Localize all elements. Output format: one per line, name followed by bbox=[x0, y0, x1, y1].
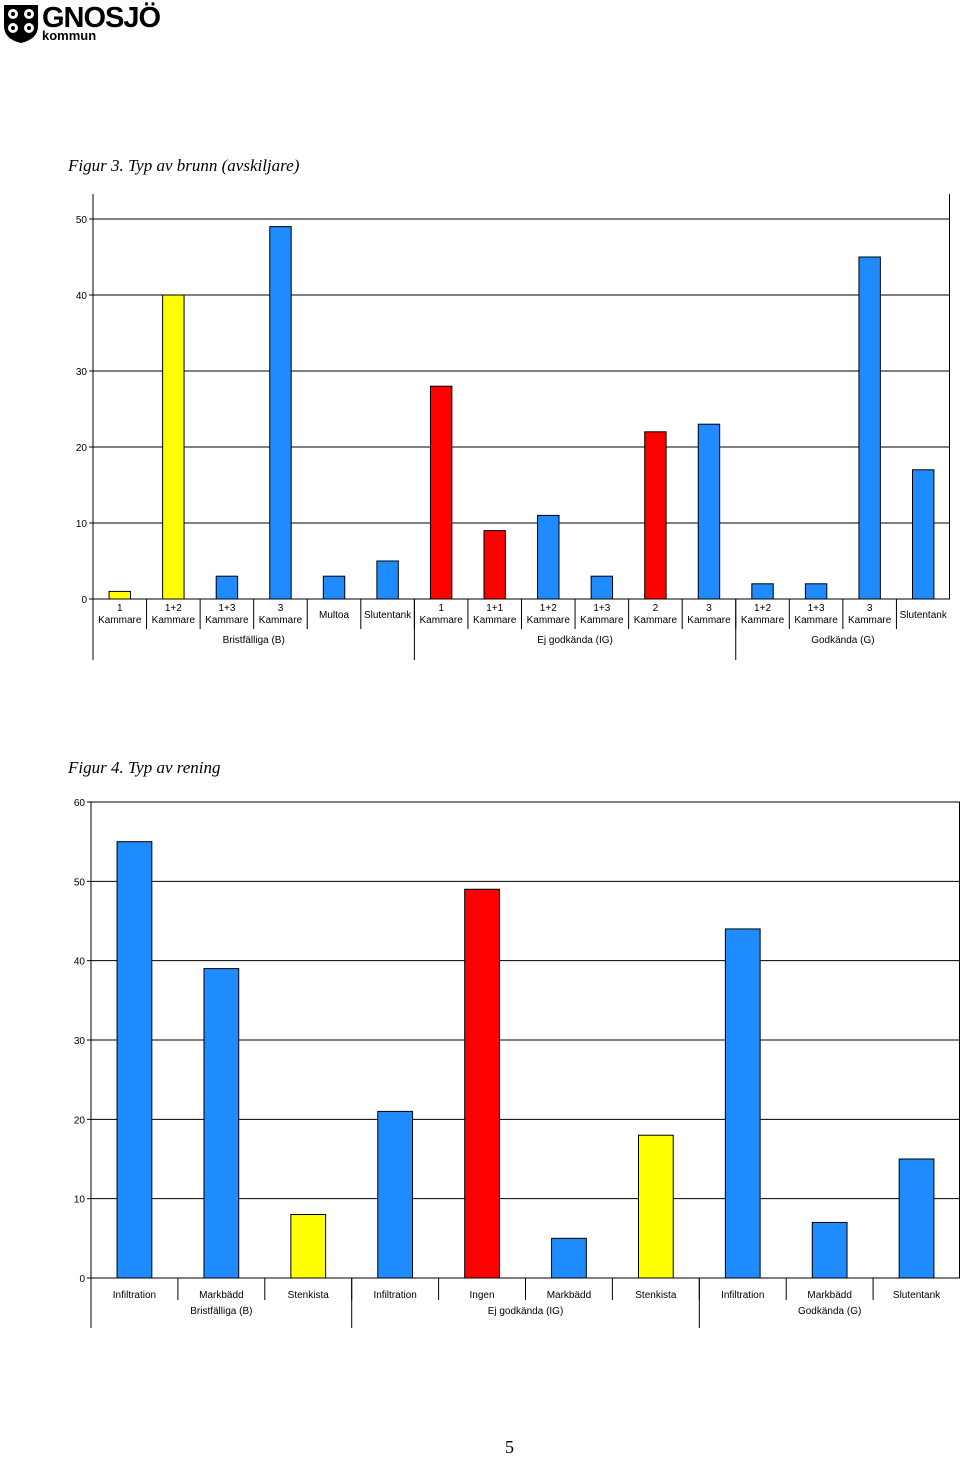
bar bbox=[290, 1214, 327, 1279]
bar bbox=[537, 514, 560, 600]
y-tick-label: 50 bbox=[76, 215, 88, 226]
y-tick-label: 20 bbox=[76, 443, 88, 454]
category-label: Slutentank bbox=[900, 610, 948, 621]
category-label: Stenkista bbox=[635, 1290, 677, 1301]
category-label: 1+3 bbox=[593, 603, 610, 614]
y-tick-label: 60 bbox=[74, 798, 86, 809]
category-label: 1+3 bbox=[218, 603, 235, 614]
bar bbox=[858, 256, 881, 600]
bar bbox=[377, 1110, 414, 1279]
category-label: 1+2 bbox=[540, 603, 557, 614]
category-label: Kammare bbox=[152, 615, 196, 626]
y-tick-label: 50 bbox=[74, 877, 86, 888]
category-label: Markbädd bbox=[547, 1290, 591, 1301]
bar bbox=[697, 423, 721, 600]
group-label: Bristfälliga (B) bbox=[223, 635, 285, 646]
category-label: 1+2 bbox=[754, 603, 771, 614]
category-label: Markbädd bbox=[199, 1290, 243, 1301]
bar bbox=[203, 968, 240, 1279]
bar bbox=[551, 1237, 587, 1279]
bar bbox=[376, 560, 399, 600]
bar bbox=[116, 841, 153, 1279]
bar bbox=[804, 583, 828, 600]
logo-subtitle: kommun bbox=[42, 28, 97, 43]
bar bbox=[322, 575, 346, 600]
bar bbox=[269, 226, 292, 600]
category-label: Kammare bbox=[687, 615, 731, 626]
group-label: Godkända (G) bbox=[798, 1306, 861, 1317]
category-label: Slutentank bbox=[364, 610, 412, 621]
category-label: Markbädd bbox=[807, 1290, 851, 1301]
bar bbox=[464, 888, 500, 1279]
figure-4-caption: Figur 4. Typ av rening bbox=[68, 758, 221, 777]
bar bbox=[483, 530, 506, 600]
category-label: Infiltration bbox=[113, 1290, 156, 1301]
category-label: Kammare bbox=[848, 615, 892, 626]
category-label: Infiltration bbox=[721, 1290, 764, 1301]
category-label: Kammare bbox=[205, 615, 249, 626]
category-label: 1+2 bbox=[165, 603, 182, 614]
bar bbox=[751, 583, 774, 600]
y-tick-label: 40 bbox=[76, 291, 88, 302]
bar bbox=[811, 1221, 848, 1279]
y-tick-label: 0 bbox=[81, 595, 87, 606]
category-label: 3 bbox=[278, 603, 284, 614]
category-label: 3 bbox=[706, 603, 712, 614]
group-label: Ej godkända (IG) bbox=[488, 1306, 564, 1317]
category-label: Ingen bbox=[470, 1290, 495, 1301]
category-label: Kammare bbox=[794, 615, 838, 626]
bar bbox=[898, 1158, 935, 1279]
page-number: 5 bbox=[505, 1437, 514, 1457]
y-tick-label: 20 bbox=[74, 1115, 86, 1126]
y-tick-label: 0 bbox=[79, 1274, 85, 1285]
bar bbox=[644, 431, 667, 600]
group-label: Bristfälliga (B) bbox=[190, 1306, 252, 1317]
bar bbox=[724, 928, 761, 1279]
category-label: 3 bbox=[867, 603, 873, 614]
bar bbox=[912, 469, 935, 600]
category-label: 1+3 bbox=[808, 603, 825, 614]
gnosjo-kommun-logo: GNOSJÖ kommun bbox=[2, 2, 172, 46]
group-label: Godkända (G) bbox=[811, 635, 874, 646]
y-tick-label: 30 bbox=[74, 1036, 86, 1047]
y-tick-label: 10 bbox=[76, 519, 88, 530]
category-label: 1+1 bbox=[486, 603, 503, 614]
category-label: Kammare bbox=[419, 615, 463, 626]
category-label: Kammare bbox=[634, 615, 678, 626]
category-label: Kammare bbox=[259, 615, 303, 626]
group-label: Ej godkända (IG) bbox=[537, 635, 613, 646]
bar bbox=[215, 575, 239, 600]
category-label: Kammare bbox=[527, 615, 571, 626]
category-label: Infiltration bbox=[373, 1290, 416, 1301]
crest-icon bbox=[4, 5, 38, 43]
bar bbox=[162, 294, 185, 600]
y-tick-label: 40 bbox=[74, 957, 86, 968]
logo-wordmark: GNOSJÖ bbox=[42, 2, 161, 34]
category-label: Kammare bbox=[473, 615, 517, 626]
bar bbox=[590, 575, 614, 600]
category-label: Stenkista bbox=[288, 1290, 330, 1301]
figure-3-chart: 010203040501Kammare1+2Kammare1+3Kammare3… bbox=[76, 194, 950, 660]
y-tick-label: 10 bbox=[74, 1195, 86, 1206]
category-label: Kammare bbox=[580, 615, 624, 626]
category-label: Kammare bbox=[741, 615, 785, 626]
category-label: 2 bbox=[653, 603, 659, 614]
bar bbox=[108, 590, 131, 600]
category-label: 1 bbox=[117, 603, 123, 614]
category-label: Kammare bbox=[98, 615, 142, 626]
figure-4-chart: 0 10 20 30 40 50 60 Infiltration Markbädd Stenkis… bbox=[74, 798, 960, 1328]
bar bbox=[637, 1134, 674, 1279]
category-label: 1 bbox=[438, 603, 444, 614]
category-label: Multoa bbox=[319, 610, 349, 621]
figure-3-caption: Figur 3. Typ av brunn (avskiljare) bbox=[68, 156, 300, 175]
bar bbox=[429, 385, 453, 600]
category-label: Slutentank bbox=[893, 1290, 941, 1301]
y-tick-label: 30 bbox=[76, 367, 88, 378]
